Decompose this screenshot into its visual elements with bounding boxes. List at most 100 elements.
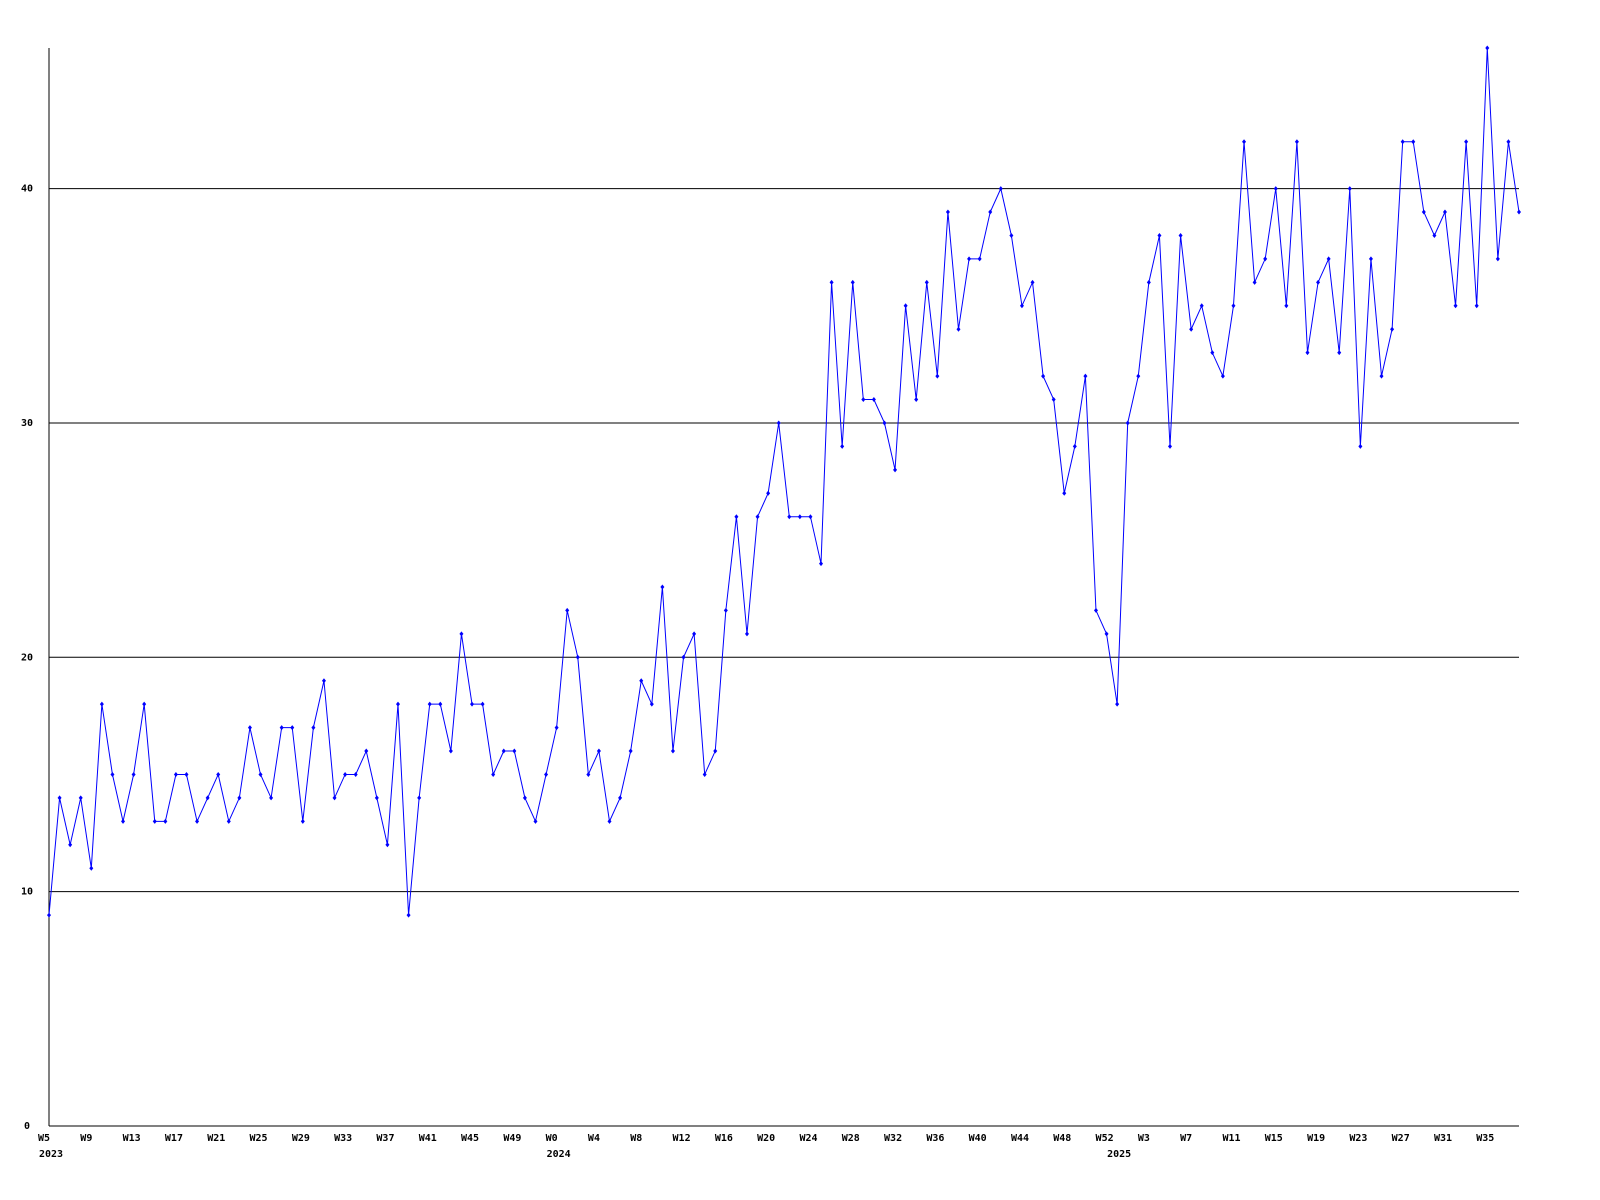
x-tick-label: W44 xyxy=(1011,1133,1029,1144)
data-point xyxy=(639,678,644,684)
data-point xyxy=(649,701,654,707)
data-point xyxy=(882,420,887,426)
x-tick-label: W23 xyxy=(1349,1133,1367,1144)
data-point xyxy=(1252,279,1257,285)
data-point xyxy=(290,725,295,731)
x-tick-label: W40 xyxy=(969,1133,987,1144)
x-tick-label: W17 xyxy=(165,1133,183,1144)
data-point xyxy=(1178,232,1183,238)
x-tick-label: W20 xyxy=(757,1133,775,1144)
y-tick-label: 30 xyxy=(21,418,33,429)
data-point xyxy=(776,420,781,426)
x-tick-label: W41 xyxy=(419,1133,437,1144)
data-point xyxy=(1125,420,1130,426)
data-point xyxy=(596,748,601,754)
data-point xyxy=(332,795,337,801)
data-point xyxy=(1009,232,1014,238)
data-point xyxy=(121,818,126,824)
x-tick-label: W3 xyxy=(1138,1133,1150,1144)
data-point xyxy=(692,631,697,637)
data-point xyxy=(1263,256,1268,262)
data-point xyxy=(438,701,443,707)
data-point xyxy=(734,514,739,520)
data-point xyxy=(586,771,591,777)
data-point xyxy=(173,771,178,777)
x-tick-label: W12 xyxy=(673,1133,691,1144)
data-point xyxy=(237,795,242,801)
data-point xyxy=(618,795,623,801)
x-tick-label: W48 xyxy=(1053,1133,1071,1144)
data-point xyxy=(374,795,379,801)
data-point xyxy=(1400,139,1405,145)
data-point xyxy=(1136,373,1141,379)
data-point xyxy=(364,748,369,754)
data-point xyxy=(395,701,400,707)
data-point xyxy=(903,303,908,309)
data-point xyxy=(1093,607,1098,613)
data-point xyxy=(670,748,675,754)
series-line xyxy=(48,47,1520,916)
data-point xyxy=(1305,350,1310,356)
x-tick-label: W31 xyxy=(1434,1133,1452,1144)
x-tick-label: W25 xyxy=(250,1133,268,1144)
data-point xyxy=(522,795,527,801)
year-label: 2024 xyxy=(547,1149,571,1160)
data-point xyxy=(1495,256,1500,262)
data-point xyxy=(850,279,855,285)
data-point xyxy=(1210,350,1215,356)
data-point xyxy=(89,865,94,871)
data-point xyxy=(491,771,496,777)
data-point xyxy=(956,326,961,332)
data-point xyxy=(628,748,633,754)
data-point xyxy=(1390,326,1395,332)
x-tick-label: W9 xyxy=(80,1133,92,1144)
data-point xyxy=(343,771,348,777)
data-point xyxy=(205,795,210,801)
data-point xyxy=(1442,209,1447,215)
data-point xyxy=(269,795,274,801)
data-point xyxy=(1517,209,1521,215)
data-point xyxy=(1358,443,1363,449)
data-point xyxy=(755,514,760,520)
x-tick-label: W8 xyxy=(630,1133,642,1144)
data-point xyxy=(924,279,929,285)
data-point xyxy=(914,397,919,403)
data-point xyxy=(1316,279,1321,285)
data-point xyxy=(544,771,549,777)
data-point xyxy=(607,818,612,824)
data-point xyxy=(1062,490,1067,496)
data-point xyxy=(195,818,200,824)
data-point xyxy=(47,912,51,918)
data-point xyxy=(723,607,728,613)
y-tick-label: 0 xyxy=(24,1121,30,1132)
year-label: 2023 xyxy=(39,1149,63,1160)
x-tick-label: W19 xyxy=(1307,1133,1325,1144)
data-point xyxy=(565,607,570,613)
x-tick-label: W29 xyxy=(292,1133,310,1144)
data-point xyxy=(1019,303,1024,309)
data-point xyxy=(163,818,168,824)
y-tick-label: 40 xyxy=(21,184,33,195)
data-point xyxy=(1474,303,1479,309)
x-tick-label: W0 xyxy=(546,1133,558,1144)
data-point xyxy=(427,701,432,707)
data-point xyxy=(871,397,876,403)
data-point xyxy=(300,818,305,824)
data-point xyxy=(1379,373,1384,379)
data-point xyxy=(131,771,136,777)
x-tick-label: W45 xyxy=(461,1133,479,1144)
data-point xyxy=(1083,373,1088,379)
data-point xyxy=(1273,186,1278,192)
data-point xyxy=(1189,326,1194,332)
data-point xyxy=(152,818,157,824)
x-tick-label: W11 xyxy=(1222,1133,1240,1144)
data-point xyxy=(353,771,358,777)
data-point xyxy=(1368,256,1373,262)
data-point xyxy=(1411,139,1416,145)
data-point xyxy=(893,467,898,473)
data-point xyxy=(216,771,221,777)
data-point xyxy=(766,490,771,496)
data-point xyxy=(861,397,866,403)
data-point xyxy=(533,818,538,824)
